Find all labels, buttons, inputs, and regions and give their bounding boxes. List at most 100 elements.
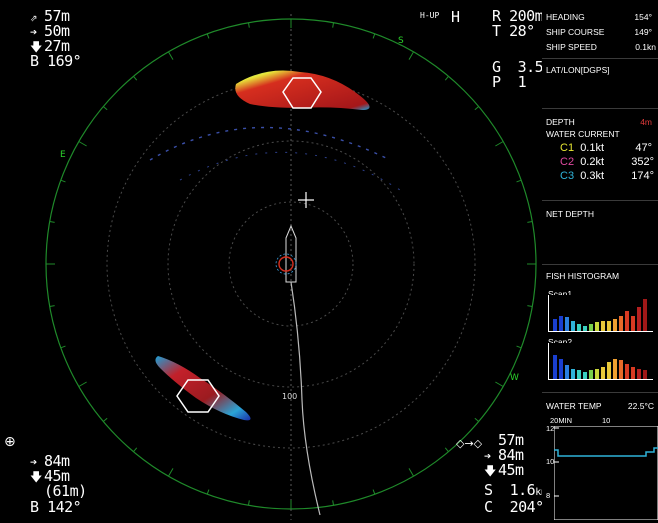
histogram-bar [601,321,605,331]
ship-track [290,281,321,516]
range-ring-2 [167,140,415,388]
histogram-bar [619,316,623,331]
histogram-bar [583,372,587,379]
bearing-tick [408,51,414,60]
histogram-bar [631,316,635,331]
bearing-tick [372,489,376,495]
scan1-histogram [548,295,653,332]
latlon-section: LAT/LON[DGPS] [542,58,658,109]
down-arrow-icon: 🡇 [30,470,42,484]
histogram-bar [571,369,575,379]
bl-depth-1: ➔ 84m [30,452,70,470]
water-temp-graph [554,426,658,520]
svg-text:◇→◇: ◇→◇ [456,437,483,450]
histogram-bar [637,369,641,379]
histogram-bar [643,299,647,331]
histogram-bar [637,307,641,331]
right-arrow-icon: ➔ [484,449,491,463]
histogram-bar [571,321,575,331]
bearing-tick [474,106,480,111]
down-arrow-icon: 🡇 [484,464,496,478]
down-arrow-icon: 🡇 [30,40,42,54]
bearing-tick [102,417,108,422]
bearing-tick [168,51,174,60]
bearing-tick [516,345,522,349]
gain-readout[interactable]: G 3.5 [492,58,542,76]
bearing-tick [527,220,533,223]
bearing-tick [206,33,210,39]
histogram-bar [565,317,569,331]
bearing-tick [60,345,66,349]
fish-echo-bottom [155,356,251,421]
scan2-histogram [548,343,653,380]
histogram-bar [613,319,617,331]
histogram-bar [565,365,569,379]
right-arrow-icon: ➔ [30,455,37,469]
sonar-scope[interactable]: ◇→◇ ⊕ [0,0,542,522]
range-readout[interactable]: R 200m [492,7,542,25]
bearing-tick [102,106,108,111]
bearing-tick [516,179,522,183]
histogram-bar [577,324,581,331]
net-marker-bottom [176,379,220,413]
bearing-tick [474,417,480,422]
tl-depth-1: ⇗ 57m [30,7,70,25]
heading-row: HEADING 154° [546,12,652,22]
bearing-tick [247,22,250,28]
temp-axis-left: 20MIN [550,416,573,425]
range-label-mid: 100 [282,392,298,401]
tl-bearing: B 169° [30,52,82,70]
bearing-label-e: E [60,150,66,160]
histogram-bar [589,324,593,331]
bl-bearing: B 142° [30,498,82,516]
temp-y-12: 12 [546,424,555,433]
tilt-readout[interactable]: T 28° [492,22,535,40]
bearing-tick [49,220,55,223]
bl-depth-2: 🡇 45m [30,467,70,485]
faint-echo-arc [149,126,391,161]
ship-course-row: SHIP COURSE 149° [546,27,652,37]
bearing-tick [49,305,55,308]
current-c1: C1 0.1kt 47° [560,142,652,154]
bearing-tick [372,33,376,39]
histogram-bar [613,359,617,379]
bl-depth-3: (61m) [44,482,87,500]
temp-axis-mid: 10 [602,416,611,425]
mode-indicator[interactable]: H-UP [420,11,440,20]
right-arrow-icon: ➔ [30,25,37,39]
histogram-bar [559,359,563,379]
temp-y-8: 8 [546,491,551,500]
water-current-label: WATER CURRENT [546,129,620,139]
net-depth-label: NET DEPTH [546,209,595,219]
bearing-tick [78,381,87,387]
info-panel: HEADING 154° SHIP COURSE 149° SHIP SPEED 0.… [542,0,658,522]
net-depth-section: NET DEPTH [542,200,658,261]
br-depth-1: 57m [498,431,524,449]
histogram-bar [607,321,611,331]
histogram-bar [625,311,629,331]
ship-center-ring [278,256,294,272]
svg-text:⊕: ⊕ [4,434,16,450]
tl-depth-2: ➔ 50m [30,22,70,40]
bearing-tick [332,22,335,28]
histogram-bar [589,370,593,379]
sonar-display[interactable]: ◇→◇ ⊕ S E W 100 H-UP H ⇗ 57m ➔ 50m 🡇 27m B … [0,0,542,522]
bearing-tick [495,381,504,387]
histogram-bar [643,370,647,379]
histogram-bar [601,367,605,379]
bearing-tick [408,468,414,477]
water-temp-line [554,447,658,457]
fish-echo-top [235,70,370,110]
bearing-label-s: S [398,36,404,46]
histogram-bar [559,316,563,331]
bearing-label-w: W [510,373,519,383]
program-readout[interactable]: P 1 [492,73,527,91]
bearing-tick [168,468,174,477]
bearing-tick [332,500,335,506]
bearing-tick [133,447,138,453]
histogram-bar [619,360,623,379]
mode-glyph: H [451,8,460,26]
range-ring-1 [228,201,354,327]
histogram-bar [631,367,635,379]
depth-row: DEPTH 4m [546,117,652,127]
